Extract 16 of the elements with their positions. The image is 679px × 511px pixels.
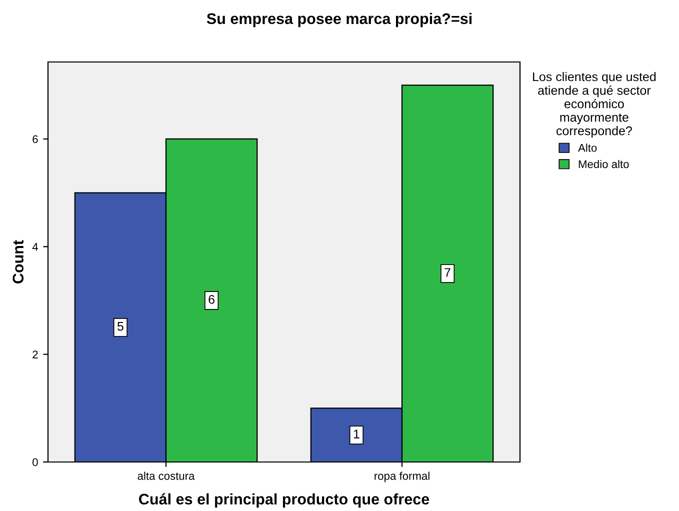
data-label: 5 — [117, 322, 124, 331]
x-axis-title: Cuál es el principal producto que ofrece — [139, 493, 430, 508]
y-tick-label: 4 — [32, 243, 38, 251]
y-tick-label: 6 — [32, 135, 38, 144]
chart-title: Su empresa posee marca propia?=si — [206, 12, 472, 28]
data-label: 1 — [354, 430, 360, 438]
legend-title: Los clientes que usted atiende a qué sector económico mayormente corresponde? — [533, 72, 656, 138]
x-tick-label: alta costura — [138, 472, 195, 480]
data-label: 6 — [208, 294, 214, 304]
legend-label: Medio alto — [578, 160, 629, 168]
x-tick-label: ropa formal — [374, 472, 430, 482]
legend-label: Alto — [578, 144, 597, 152]
y-tick-label: 0 — [32, 458, 38, 466]
y-tick-label: 2 — [32, 350, 38, 358]
data-label: 7 — [444, 268, 450, 277]
y-axis-title: Count — [12, 240, 24, 284]
